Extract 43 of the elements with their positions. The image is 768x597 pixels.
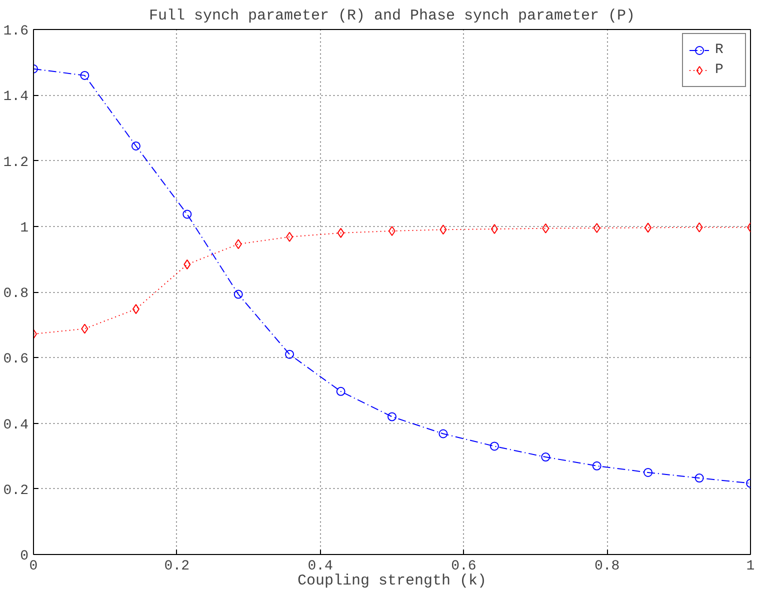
point (132, 304, 140, 314)
point (234, 239, 242, 250)
point (80, 70, 90, 80)
point (541, 452, 550, 462)
y-tick-label: 1.6 (3, 24, 29, 40)
point (696, 222, 703, 232)
y-tick-label: 1.2 (3, 154, 29, 171)
point (388, 412, 396, 422)
x-axis-title: Coupling strength (k) (297, 572, 487, 590)
point (438, 429, 448, 438)
x-tick-label: 0.6 (451, 558, 476, 574)
y-tick-label: 1 (20, 220, 29, 236)
y-tick-label: 1.4 (3, 89, 29, 106)
point (593, 223, 600, 234)
x-tick-label: 0.4 (308, 558, 333, 574)
y-tick-label: 0.6 (3, 352, 29, 368)
point (182, 210, 192, 219)
point (337, 228, 344, 238)
point (592, 461, 602, 470)
point (285, 350, 294, 359)
point (234, 290, 243, 299)
x-tick-label: 0.8 (594, 558, 620, 574)
point (542, 223, 550, 234)
y-tick-label: 0.8 (3, 286, 29, 302)
point (81, 324, 88, 334)
chart-title: Full synch parameter (R) and Phase synch parameter (P) (148, 8, 636, 24)
point (184, 259, 191, 270)
point (131, 141, 140, 150)
y-tick-label: 0 (20, 548, 29, 564)
point (336, 386, 346, 396)
point (644, 468, 653, 477)
point (644, 222, 652, 233)
point (490, 442, 499, 451)
x-tick-label: 0.2 (164, 558, 190, 574)
legend-label: P (715, 62, 724, 78)
y-tick-label: 0.4 (3, 417, 29, 434)
point (440, 224, 447, 235)
legend-label: R (715, 42, 724, 58)
point (694, 474, 704, 483)
x-tick-label: 1 (746, 558, 755, 574)
y-tick-label: 0.2 (3, 482, 29, 499)
point (490, 224, 498, 234)
point (286, 232, 294, 242)
